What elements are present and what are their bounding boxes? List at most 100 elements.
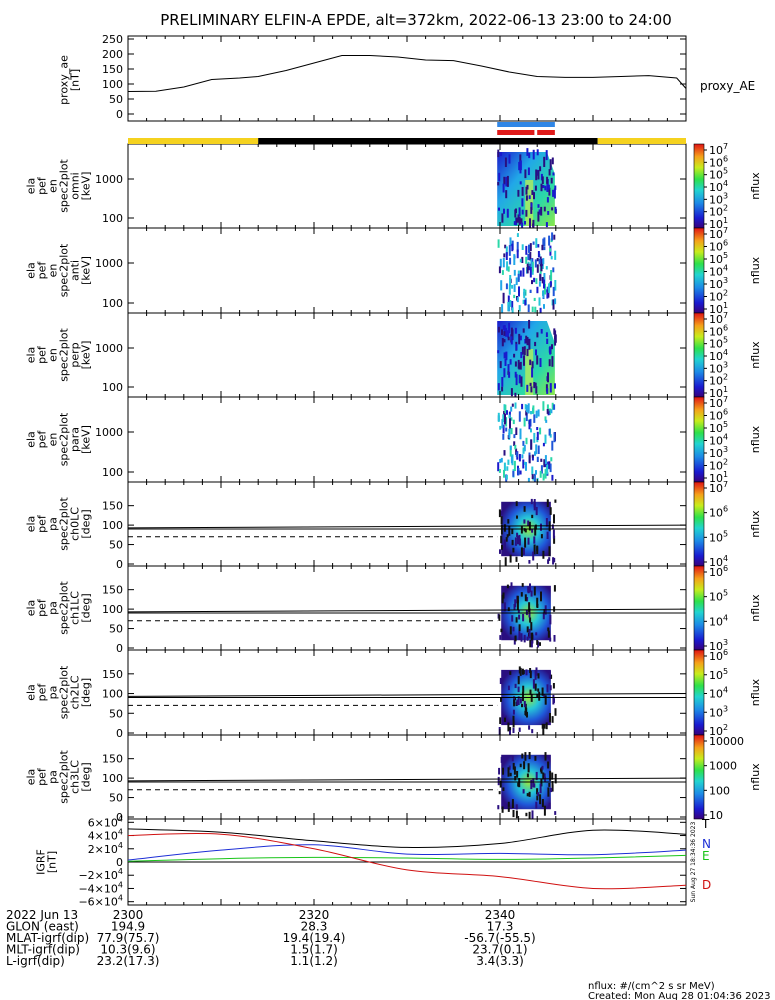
pitch-angle-pixel [551, 524, 554, 530]
pitch-angle-pixel [522, 548, 525, 555]
y-tick-label: 1000 [95, 426, 123, 439]
pitch-angle-pixel [532, 679, 535, 689]
pitch-angle-pixel [543, 723, 546, 729]
pitch-angle-pixel [531, 810, 534, 819]
spectrogram-pixel [518, 454, 521, 462]
pitch-angle-pixel [509, 727, 512, 731]
pitch-angle-pixel [500, 628, 503, 633]
spectrogram-pixel [519, 160, 522, 171]
pitch-angle-pixel [517, 686, 520, 693]
spectrogram-pixel [545, 332, 548, 337]
pitch-angle-pixel [526, 636, 529, 641]
spectrogram-pixel [509, 445, 512, 451]
spectrogram-pixel [502, 414, 505, 422]
spectrogram-pixel [552, 299, 555, 310]
pitch-angle-pixel [541, 765, 544, 770]
pitch-angle-pixel [544, 752, 547, 761]
y-axis-label: elapefpaspec2plotch1LC[deg] [25, 581, 93, 635]
spectrogram-pixel [516, 233, 519, 237]
pitch-angle-pixel [542, 726, 545, 736]
spectrogram-pixel [549, 248, 552, 252]
spectrogram-pixel [529, 359, 532, 366]
colorbar-tick-label: 101 [709, 385, 728, 400]
pitch-angle-pixel [522, 691, 524, 702]
spectrogram-pixel [544, 416, 547, 421]
pitch-angle-pixel [538, 691, 541, 701]
science-zone-bar-yellow [128, 138, 259, 144]
spectrogram-pixel [517, 189, 520, 197]
pitch-angle-pixel [546, 684, 549, 693]
spectrogram-pixel [503, 450, 506, 456]
y-axis-label: elapefenspec2plotanti[keV] [25, 243, 93, 297]
spectrogram-pixel [518, 411, 521, 422]
pitch-angle-pixel [517, 676, 520, 685]
pitch-angle-pixel [512, 626, 515, 632]
spectrogram-pixel [505, 327, 508, 337]
spectrogram-pixel [518, 366, 521, 370]
spectrogram-pixel [511, 403, 514, 407]
pitch-angle-pixel [547, 627, 550, 632]
spectrogram-pixel [524, 299, 527, 306]
colorbar-label: nflux [749, 594, 762, 622]
spectrogram-pixel [501, 386, 504, 392]
panel-pa-ch3: 150 100 50 0 elapefpaspec2plotch3LC[deg] 1000… [25, 734, 762, 824]
spectrogram-pixel [536, 264, 539, 273]
spectrogram-pixel [551, 207, 554, 211]
spectrogram-pixel [502, 424, 505, 434]
y-axis-label: elapefpaspec2plotch2LC[deg] [25, 665, 93, 719]
orbit-row-value: 1.5(1.7) [290, 943, 338, 957]
spectrogram-pixel [539, 256, 542, 267]
orbit-row-value: 77.9(75.7) [97, 931, 160, 945]
colorbar-label: nflux [749, 510, 762, 538]
spectrogram-pixel [515, 217, 518, 223]
pitch-angle-pixel [504, 557, 507, 567]
spectrogram-pixel [515, 344, 518, 351]
pitch-angle-pixel [530, 590, 533, 597]
pitch-angle-pixel [520, 633, 523, 642]
y-axis-label: elapefenspec2plotomni[keV] [25, 159, 93, 213]
spectrogram-pixel [530, 411, 532, 415]
spectrogram-pixel [516, 249, 519, 259]
spectrogram-pixel [505, 252, 508, 260]
pitch-angle-pixel [498, 791, 501, 795]
colorbar-tick-label: 105 [709, 667, 728, 682]
loss-cone-line [127, 693, 687, 697]
spectrogram-pixel [518, 286, 520, 297]
pitch-angle-pixel [499, 635, 502, 640]
science-zone-bar-black [258, 138, 598, 144]
igrf-legend-n: N [702, 837, 711, 851]
spectrogram-pixel [525, 462, 527, 471]
spectrogram-pixel [503, 331, 506, 336]
pitch-angle-pixel [514, 683, 517, 688]
spectrogram-pixel [518, 333, 521, 345]
spectrogram-pixel [524, 404, 527, 410]
spectrogram-pixel [504, 413, 506, 425]
pitch-angle-pixel [515, 501, 518, 507]
pitch-angle-pixel [548, 783, 551, 787]
pitch-angle-pixel [554, 811, 557, 815]
colorbar-tick-label: 10 [709, 809, 723, 822]
spectrogram-pixel [528, 152, 531, 159]
y-tick-label: 100 [102, 212, 123, 225]
colorbar-tick-label: 103 [709, 360, 728, 375]
spectrogram-pixel [510, 428, 513, 435]
spectrogram-pixel [536, 427, 539, 431]
pitch-angle-pixel [532, 551, 535, 561]
collection-bar-red [537, 130, 555, 135]
spectrogram-pixel [529, 243, 532, 251]
spectrogram-pixel [553, 432, 556, 443]
spectrogram-pixel [509, 237, 512, 247]
pitch-angle-pixel [507, 801, 510, 807]
spectrogram-pixel [539, 427, 542, 435]
spectrogram-pixel [542, 258, 545, 265]
spectrogram-pixel [534, 185, 537, 191]
spectrogram-pixel [531, 454, 534, 458]
spectrogram-pixel [545, 384, 548, 392]
spectrogram-pixel [513, 460, 516, 471]
spectrogram-pixel [536, 456, 539, 462]
spectrogram-pixel [519, 181, 522, 185]
spectrogram-pixel [525, 335, 528, 344]
pitch-angle-pixel [507, 519, 510, 524]
colorbar-tick-label: 1000 [709, 760, 737, 773]
spectrogram-pixel [533, 382, 536, 389]
